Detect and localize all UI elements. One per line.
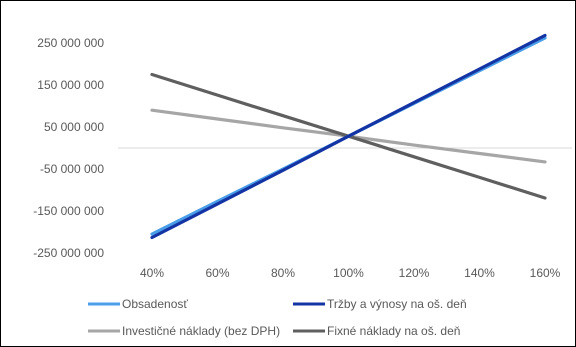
- y-tick-label: 150 000 000: [37, 78, 104, 92]
- x-tick-label: 140%: [464, 266, 495, 280]
- x-tick-label: 80%: [271, 266, 295, 280]
- y-tick-label: -150 000 000: [33, 204, 104, 218]
- legend-item: Tržby a výnosy na oš. deň: [293, 297, 467, 311]
- y-tick-label: 50 000 000: [44, 120, 104, 134]
- x-axis-tick-labels: 40% 60% 80% 100% 120% 140% 160%: [140, 266, 561, 280]
- legend-item: Investičné náklady (bez DPH): [88, 324, 280, 338]
- y-tick-label: 250 000 000: [37, 36, 104, 50]
- series-layer: [150, 33, 547, 240]
- legend-label: Investičné náklady (bez DPH): [122, 324, 280, 338]
- x-tick-label: 40%: [140, 266, 164, 280]
- y-tick-label: -250 000 000: [33, 246, 104, 260]
- legend: Obsadenosť Tržby a výnosy na oš. deň Inves…: [88, 297, 467, 338]
- x-tick-label: 160%: [530, 266, 561, 280]
- x-tick-label: 100%: [333, 266, 364, 280]
- legend-label: Fixné náklady na oš. deň: [327, 324, 460, 338]
- y-axis-tick-labels: 250 000 000 150 000 000 50 000 000 -50 000 …: [33, 36, 104, 260]
- legend-label: Obsadenosť: [122, 297, 188, 311]
- legend-item: Fixné náklady na oš. deň: [293, 324, 460, 338]
- x-tick-label: 120%: [399, 266, 430, 280]
- x-tick-label: 60%: [205, 266, 229, 280]
- legend-item: Obsadenosť: [88, 297, 188, 311]
- y-tick-label: -50 000 000: [40, 162, 104, 176]
- legend-label: Tržby a výnosy na oš. deň: [327, 297, 467, 311]
- series-line-1: [150, 33, 547, 240]
